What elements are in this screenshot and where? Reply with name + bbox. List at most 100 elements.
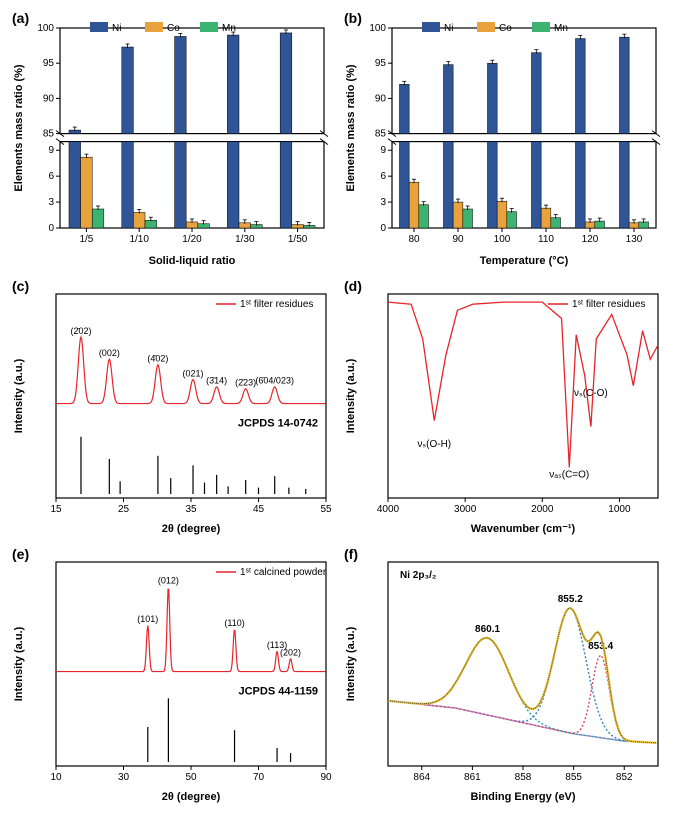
- svg-text:2θ (degree): 2θ (degree): [162, 523, 221, 535]
- svg-text:Intensity (a.u.): Intensity (a.u.): [345, 626, 357, 701]
- svg-text:(6̄04/023): (6̄04/023): [255, 376, 294, 386]
- svg-text:55: 55: [320, 504, 332, 515]
- svg-text:Intensity (a.u.): Intensity (a.u.): [345, 358, 357, 433]
- svg-text:852: 852: [616, 772, 633, 783]
- svg-text:90: 90: [375, 93, 387, 104]
- chart-e: 1030507090(101)(012)(110)(113)(202)1ˢᵗ c…: [8, 544, 336, 806]
- svg-text:(101): (101): [137, 614, 158, 624]
- svg-text:Intensity (a.u.): Intensity (a.u.): [13, 626, 25, 701]
- svg-text:90: 90: [43, 93, 55, 104]
- svg-text:1ˢᵗ filter residues: 1ˢᵗ filter residues: [572, 299, 645, 310]
- svg-text:25: 25: [118, 504, 130, 515]
- svg-text:864: 864: [413, 772, 430, 783]
- svg-text:(110): (110): [224, 618, 244, 628]
- svg-text:853.4: 853.4: [588, 641, 613, 652]
- chart-c: 15 25 35 45 55 (2̄02) (002) (4̄02) (021)(3̄14) (2…: [8, 276, 336, 538]
- svg-text:30: 30: [118, 772, 130, 783]
- svg-text:15: 15: [50, 504, 62, 515]
- svg-text:νₐₛ(C=O): νₐₛ(C=O): [549, 470, 589, 481]
- panel-e: (e) 1030507090(101)(012)(110)(113)(202)1…: [8, 544, 336, 808]
- panel-b: (b) 85909510003698090100110120130NiCoMnT…: [340, 8, 668, 272]
- svg-text:855: 855: [565, 772, 582, 783]
- svg-text:Ni 2p₃/₂: Ni 2p₃/₂: [400, 570, 436, 581]
- svg-text:(2̄23): (2̄23): [235, 378, 256, 388]
- svg-text:80: 80: [408, 234, 420, 245]
- svg-text:9: 9: [380, 145, 386, 156]
- svg-text:0: 0: [380, 223, 386, 234]
- svg-text:130: 130: [626, 234, 643, 245]
- svg-text:Co: Co: [499, 23, 512, 34]
- svg-text:Mn: Mn: [554, 23, 568, 34]
- panel-b-label: (b): [344, 10, 362, 26]
- svg-text:95: 95: [43, 58, 55, 69]
- panel-d: (d) 4000 3000 2000 1000 νₛ(O-H) νₐₛ(C=O) νₛ(C-…: [340, 276, 668, 540]
- svg-text:Binding Energy (eV): Binding Energy (eV): [470, 791, 575, 803]
- svg-text:3000: 3000: [454, 504, 477, 515]
- panel-a: (a) 85909510003691/51/101/201/301/50NiCo…: [8, 8, 336, 272]
- panel-c: (c) 15 25 35 45 55 (2̄02) (002) (4̄02) (021)(3̄1…: [8, 276, 336, 540]
- svg-text:4000: 4000: [377, 504, 400, 515]
- svg-text:90: 90: [320, 772, 332, 783]
- svg-text:9: 9: [48, 145, 54, 156]
- svg-text:(002): (002): [99, 348, 120, 358]
- svg-text:(4̄02): (4̄02): [147, 354, 168, 364]
- svg-text:Elements mass ratio (%): Elements mass ratio (%): [345, 64, 357, 191]
- chart-a: 85909510003691/51/101/201/301/50NiCoMnSo…: [8, 8, 336, 270]
- svg-text:85: 85: [43, 129, 55, 140]
- svg-text:1/10: 1/10: [129, 234, 149, 245]
- svg-text:100: 100: [369, 23, 386, 34]
- svg-text:95: 95: [375, 58, 387, 69]
- chart-f: 864861858855852860.1855.2853.4Ni 2p₃/₂Bi…: [340, 544, 668, 806]
- svg-text:50: 50: [185, 772, 197, 783]
- svg-text:(021): (021): [183, 368, 204, 378]
- svg-text:Co: Co: [167, 23, 180, 34]
- svg-text:85: 85: [375, 129, 387, 140]
- svg-text:35: 35: [185, 504, 197, 515]
- svg-text:(3̄14): (3̄14): [206, 376, 227, 386]
- svg-text:1/30: 1/30: [235, 234, 255, 245]
- svg-text:Mn: Mn: [222, 23, 236, 34]
- svg-text:10: 10: [50, 772, 62, 783]
- svg-text:858: 858: [515, 772, 532, 783]
- chart-d: 4000 3000 2000 1000 νₛ(O-H) νₐₛ(C=O) νₛ(C-O) 1ˢ…: [340, 276, 668, 538]
- svg-text:120: 120: [582, 234, 599, 245]
- svg-text:3: 3: [380, 197, 386, 208]
- svg-text:100: 100: [494, 234, 511, 245]
- svg-text:νₛ(O-H): νₛ(O-H): [417, 439, 451, 450]
- panel-e-label: (e): [12, 546, 29, 562]
- panel-f-label: (f): [344, 546, 358, 562]
- svg-text:1000: 1000: [608, 504, 631, 515]
- svg-text:2000: 2000: [531, 504, 554, 515]
- svg-text:100: 100: [37, 23, 54, 34]
- svg-text:1/50: 1/50: [288, 234, 308, 245]
- svg-text:Ni: Ni: [444, 23, 453, 34]
- svg-text:855.2: 855.2: [558, 594, 583, 605]
- panel-c-label: (c): [12, 278, 29, 294]
- svg-text:(202): (202): [280, 647, 301, 657]
- chart-b: 85909510003698090100110120130NiCoMnTempe…: [340, 8, 668, 270]
- svg-text:JCPDS 14-0742: JCPDS 14-0742: [238, 417, 318, 429]
- svg-text:2θ (degree): 2θ (degree): [162, 791, 221, 803]
- svg-text:νₛ(C-O): νₛ(C-O): [574, 388, 608, 399]
- svg-text:70: 70: [253, 772, 265, 783]
- svg-text:0: 0: [48, 223, 54, 234]
- svg-text:6: 6: [48, 171, 54, 182]
- svg-text:3: 3: [48, 197, 54, 208]
- svg-text:Solid-liquid ratio: Solid-liquid ratio: [149, 255, 236, 267]
- svg-text:6: 6: [380, 171, 386, 182]
- svg-text:Ni: Ni: [112, 23, 121, 34]
- svg-text:45: 45: [253, 504, 265, 515]
- svg-text:(012): (012): [158, 575, 179, 585]
- figure-grid: (a) 85909510003691/51/101/201/301/50NiCo…: [8, 8, 668, 808]
- svg-text:(2̄02): (2̄02): [70, 326, 91, 336]
- svg-text:Elements mass ratio (%): Elements mass ratio (%): [13, 64, 25, 191]
- panel-a-label: (a): [12, 10, 29, 26]
- panel-d-label: (d): [344, 278, 362, 294]
- svg-text:Intensity (a.u.): Intensity (a.u.): [13, 358, 25, 433]
- svg-text:860.1: 860.1: [475, 624, 500, 635]
- svg-text:1ˢᵗ filter residues: 1ˢᵗ filter residues: [240, 299, 313, 310]
- svg-text:JCPDS 44-1159: JCPDS 44-1159: [239, 685, 319, 697]
- svg-text:1ˢᵗ calcined powder: 1ˢᵗ calcined powder: [240, 567, 327, 578]
- svg-text:1/20: 1/20: [182, 234, 202, 245]
- panel-f: (f) 864861858855852860.1855.2853.4Ni 2p₃…: [340, 544, 668, 808]
